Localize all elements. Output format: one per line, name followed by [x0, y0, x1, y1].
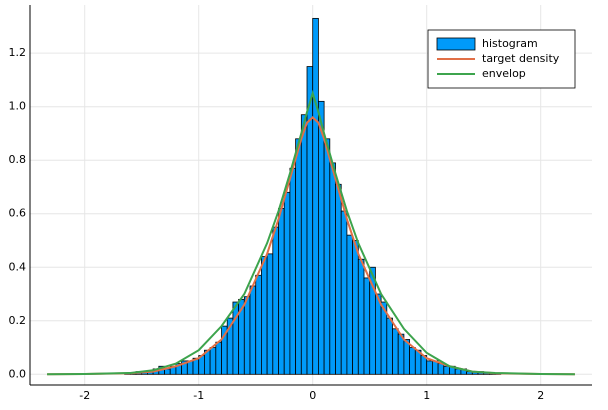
bar [335, 183, 342, 375]
line [47, 89, 575, 376]
bar [300, 114, 308, 375]
bar [323, 138, 331, 375]
y-tick-label: 0.8 [9, 153, 27, 166]
bar [215, 341, 222, 375]
bar [346, 234, 354, 375]
y-tick-label: 0.6 [9, 207, 27, 220]
bar [443, 365, 450, 375]
bar [266, 253, 274, 375]
x-tick-label: -1 [193, 389, 204, 402]
bar [243, 296, 251, 375]
bar [392, 328, 399, 375]
bar [437, 363, 445, 375]
y-tick-label: 1.2 [9, 46, 27, 59]
legend-swatch [436, 37, 476, 51]
bar [375, 293, 382, 375]
bar [426, 360, 433, 375]
line [47, 116, 575, 376]
bar [295, 138, 302, 375]
x-tick-label: 1 [423, 389, 430, 402]
bar [255, 274, 262, 375]
bar [289, 167, 297, 375]
bar [261, 256, 268, 375]
bar [283, 191, 291, 375]
legend-label: envelop [482, 67, 526, 80]
bar [232, 301, 240, 375]
bar [409, 347, 416, 375]
x-tick-label: 2 [537, 389, 544, 402]
bar [397, 333, 405, 375]
y-tick-label: 0.2 [9, 314, 27, 327]
legend-label: target density [482, 52, 560, 65]
x-tick-label: -2 [79, 389, 90, 402]
bar [386, 317, 393, 375]
bar [312, 17, 319, 375]
legend-label: histogram [482, 37, 538, 50]
bar [363, 277, 371, 375]
y-tick-label: 0.0 [9, 367, 27, 380]
bar [278, 207, 285, 375]
bar [340, 210, 348, 375]
x-tick-label: 0 [309, 389, 316, 402]
bar [249, 285, 257, 375]
bar [318, 100, 325, 375]
bar [209, 347, 217, 375]
bar [352, 240, 359, 375]
bar [272, 226, 279, 375]
y-tick-label: 1.0 [9, 100, 27, 113]
bar [357, 258, 365, 375]
y-tick-label: 0.4 [9, 260, 27, 273]
bar [329, 162, 336, 375]
